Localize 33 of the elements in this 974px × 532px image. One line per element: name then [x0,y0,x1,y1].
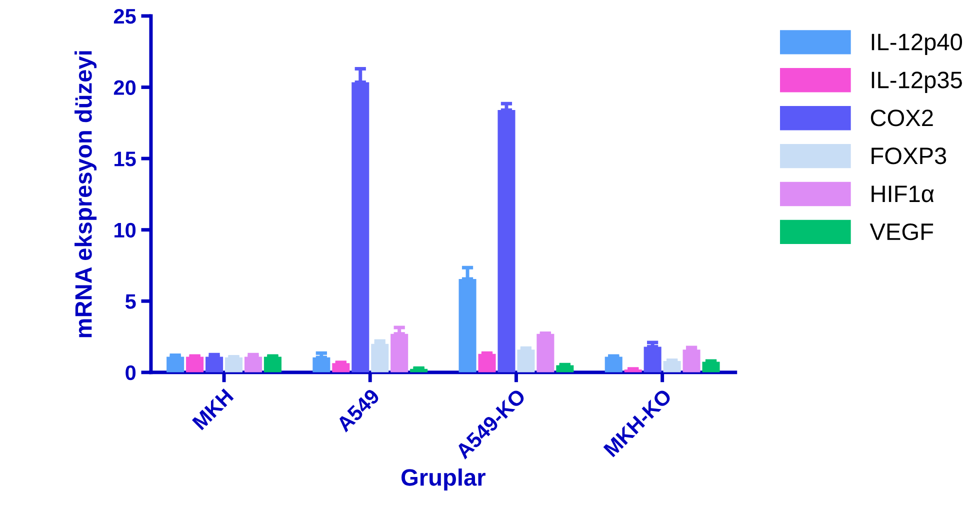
bar [536,334,554,372]
legend-label: IL-12p35 [872,72,962,94]
bar [556,365,574,372]
bar [604,356,622,372]
legend-label: IL-12p40 [872,34,962,56]
bar [663,360,681,372]
bar [478,354,496,372]
bar [244,356,262,372]
legend-label: FOXP3 [872,148,946,164]
bar [206,356,224,372]
bar [371,344,389,372]
bar [682,350,700,372]
legend-label: HIF1α [872,186,934,202]
y-tick-label: 10 [114,222,136,238]
y-tick-label: 15 [114,152,136,166]
bar [644,346,662,372]
y-tick-label: 25 [114,8,136,24]
bar [264,356,282,372]
y-axis-title: mRNA ekspresyon düzeyi [74,51,97,338]
legend-label: VEGF [870,223,934,240]
bar [352,82,370,372]
legend-label: COX2 [870,110,933,126]
bar [390,334,408,372]
y-tick-label: 5 [125,294,136,309]
bar [517,350,535,372]
y-tick-label: 20 [114,80,136,95]
bar [224,357,243,372]
y-tick-label: 0 [126,365,136,380]
x-axis-title: Gruplar [402,468,486,490]
bar [332,363,350,372]
bar [166,356,184,372]
bar [702,362,720,372]
bar [186,356,204,372]
